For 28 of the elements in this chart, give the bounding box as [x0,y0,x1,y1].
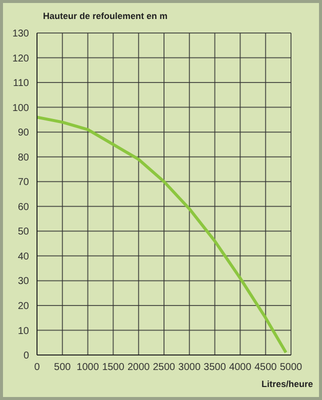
y-tick-label: 50 [18,226,30,238]
line-series [37,116,288,354]
x-tick-label: 0 [34,362,40,374]
y-tick-label: 130 [12,28,30,40]
y-tick-label: 30 [18,276,30,288]
y-tick-label: 20 [18,301,30,312]
x-tick-label: 3000 [178,362,201,374]
x-tick-label: 1500 [102,362,125,374]
y-tick-label: 100 [12,102,30,114]
y-tick-label: 10 [18,326,30,337]
y-tick-label: 60 [18,202,30,213]
y-tick-label: 90 [18,128,30,139]
x-tick-label: 1000 [76,362,100,374]
x-axis-title: Litres/heure [261,379,313,389]
x-tick-label: 5000 [280,362,303,374]
y-tick-label: 40 [18,251,30,262]
y-tick-label: 70 [18,177,30,188]
x-tick-label: 2500 [152,362,176,374]
y-tick-label: 0 [23,350,30,362]
y-axis-title: Hauteur de refoulement en m [43,11,168,21]
x-tick-label: 2000 [127,362,150,374]
y-tick-label: 80 [18,152,30,164]
x-tick-label: 4500 [254,362,278,374]
x-tick-label: 500 [54,362,72,374]
y-tick-label: 120 [12,53,30,64]
x-tick-label: 3500 [204,362,226,374]
y-tick-label: 110 [13,78,30,90]
x-tick-label: 4000 [229,362,252,374]
